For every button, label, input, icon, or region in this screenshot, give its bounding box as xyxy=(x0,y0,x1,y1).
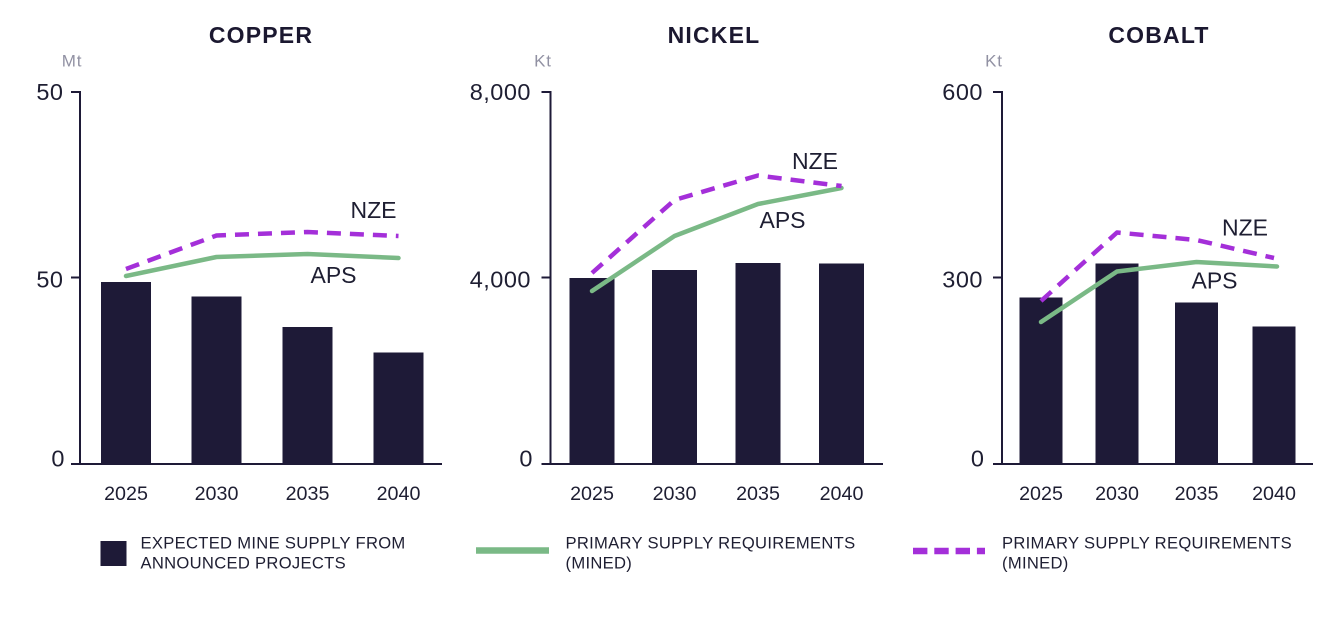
svg-text:APS: APS xyxy=(310,262,356,288)
svg-text:2040: 2040 xyxy=(820,483,864,505)
svg-text:APS: APS xyxy=(759,207,805,233)
svg-text:PRIMARY SUPPLY REQUIREMENTS: PRIMARY SUPPLY REQUIREMENTS xyxy=(566,534,856,553)
svg-text:Kt: Kt xyxy=(985,52,1003,71)
svg-text:PRIMARY SUPPLY REQUIREMENTS: PRIMARY SUPPLY REQUIREMENTS xyxy=(1002,534,1292,553)
svg-text:2040: 2040 xyxy=(1252,483,1296,505)
svg-text:2030: 2030 xyxy=(653,483,697,505)
svg-text:EXPECTED MINE SUPPLY FROM: EXPECTED MINE SUPPLY FROM xyxy=(141,534,406,553)
svg-text:2040: 2040 xyxy=(377,483,421,505)
svg-text:2025: 2025 xyxy=(570,483,614,505)
svg-text:COBALT: COBALT xyxy=(1108,22,1209,48)
svg-text:ANNOUNCED PROJECTS: ANNOUNCED PROJECTS xyxy=(141,554,346,573)
svg-text:2035: 2035 xyxy=(736,483,780,505)
svg-text:(MINED): (MINED) xyxy=(566,554,633,573)
svg-text:Kt: Kt xyxy=(534,52,552,71)
svg-text:600: 600 xyxy=(942,79,983,105)
svg-text:0: 0 xyxy=(519,446,533,472)
svg-text:2030: 2030 xyxy=(195,483,239,505)
svg-text:(MINED): (MINED) xyxy=(1002,554,1069,573)
svg-text:2025: 2025 xyxy=(1019,483,1063,505)
svg-text:NZE: NZE xyxy=(351,197,397,223)
svg-text:2025: 2025 xyxy=(104,483,148,505)
svg-text:NZE: NZE xyxy=(1222,215,1268,241)
svg-text:APS: APS xyxy=(1191,268,1237,294)
svg-text:0: 0 xyxy=(971,446,985,472)
svg-text:4,000: 4,000 xyxy=(470,267,531,293)
svg-text:2035: 2035 xyxy=(1175,483,1219,505)
svg-text:300: 300 xyxy=(942,267,983,293)
svg-text:NZE: NZE xyxy=(792,148,838,174)
svg-text:50: 50 xyxy=(36,79,63,105)
svg-text:NICKEL: NICKEL xyxy=(668,22,761,48)
svg-text:2030: 2030 xyxy=(1095,483,1139,505)
svg-text:COPPER: COPPER xyxy=(209,22,313,48)
svg-text:8,000: 8,000 xyxy=(470,79,531,105)
svg-text:2035: 2035 xyxy=(286,483,330,505)
svg-text:0: 0 xyxy=(51,446,65,472)
svg-text:Mt: Mt xyxy=(62,52,82,71)
svg-text:50: 50 xyxy=(36,267,63,293)
